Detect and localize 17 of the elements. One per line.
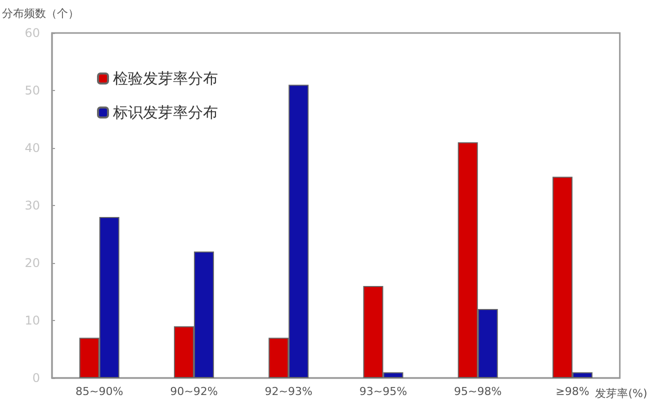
- x-axis-title: 发芽率(%): [595, 387, 648, 400]
- legend-label: 标识发芽率分布: [112, 104, 218, 122]
- y-tick-label: 30: [24, 198, 40, 212]
- x-tick-label: 92~93%: [264, 385, 312, 398]
- y-tick-label: 20: [24, 256, 40, 270]
- y-axis-title: 分布频数（个）: [2, 7, 79, 20]
- legend-label: 检验发芽率分布: [113, 70, 218, 88]
- y-tick-label: 10: [24, 314, 40, 328]
- x-tick-label: 85~90%: [75, 385, 124, 398]
- y-tick-label: 50: [24, 84, 40, 98]
- x-tick-label: 90~92%: [170, 385, 218, 398]
- y-tick-label: 60: [24, 26, 40, 40]
- y-tick-label: 0: [32, 371, 40, 385]
- x-tick-label: ≥98%: [556, 385, 590, 398]
- y-tick-label: 40: [24, 141, 40, 155]
- x-tick-label: 95~98%: [454, 385, 502, 398]
- x-tick-label: 93~95%: [359, 385, 408, 398]
